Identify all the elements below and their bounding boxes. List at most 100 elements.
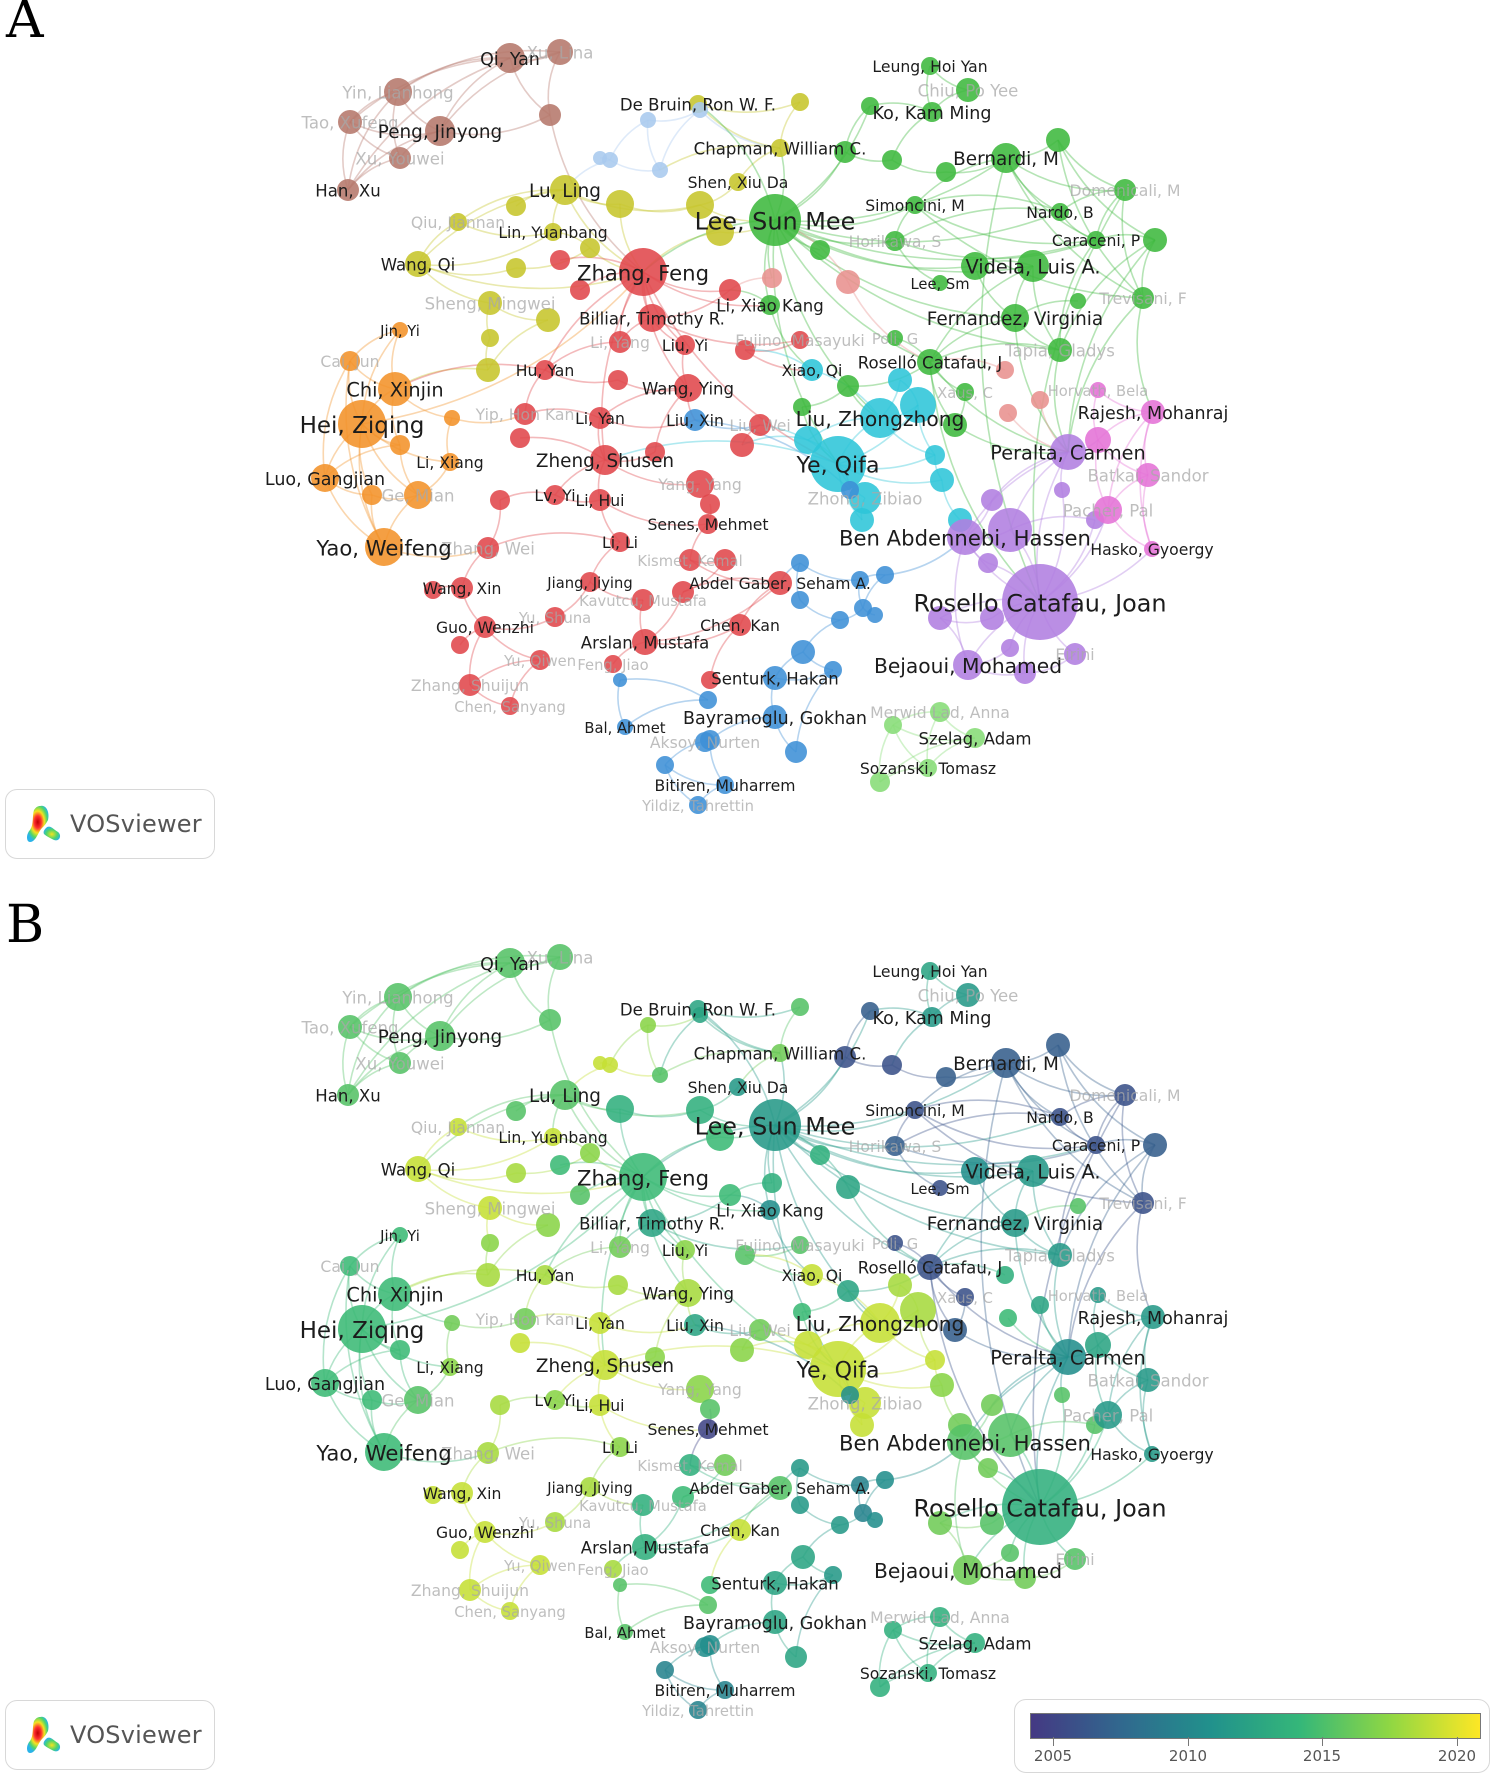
author-label[interactable]: Yip, Hon Kan xyxy=(475,1310,575,1329)
author-label[interactable]: Xaus, C xyxy=(937,385,993,402)
author-label[interactable]: Caraceni, P xyxy=(1052,231,1140,250)
author-node-cyan-6[interactable] xyxy=(794,426,822,454)
author-node-red-4[interactable] xyxy=(735,1245,755,1265)
author-node-jin-yi[interactable] xyxy=(392,1227,408,1243)
author-label[interactable]: Tapia, Gladys xyxy=(1004,1246,1115,1265)
author-node-xiao-qi[interactable] xyxy=(801,359,823,381)
author-label[interactable]: Simoncini, M xyxy=(865,1101,965,1120)
author-node-pink-4[interactable] xyxy=(999,404,1017,422)
author-node-cyan-2[interactable] xyxy=(900,387,936,423)
author-label[interactable]: Kismet, Kemal xyxy=(637,1458,742,1475)
author-node-yu-shuna[interactable] xyxy=(545,607,565,627)
author-node-grn-9[interactable] xyxy=(1070,293,1086,309)
author-node-mag-1[interactable] xyxy=(1085,1332,1111,1358)
author-node-merwid[interactable] xyxy=(930,702,950,722)
author-node-simoncini[interactable] xyxy=(906,1101,924,1119)
author-node-cyan-1[interactable] xyxy=(888,368,912,392)
author-label[interactable]: Chiu, Po Yee xyxy=(918,986,1019,1005)
author-node-peralta[interactable] xyxy=(1050,434,1086,470)
author-node-ko-kam-ming[interactable] xyxy=(922,102,942,122)
author-node-eirini[interactable] xyxy=(1064,1548,1086,1570)
author-label[interactable]: Pacher, Pal xyxy=(1063,1406,1153,1425)
author-node-red-4[interactable] xyxy=(735,340,755,360)
author-node-yu-shuna[interactable] xyxy=(545,1512,565,1532)
author-node-yin-lianhong[interactable] xyxy=(384,78,412,106)
author-node-blu-10[interactable] xyxy=(699,1596,717,1614)
author-label[interactable]: Liu, Zhongzhong xyxy=(796,407,965,431)
author-node-xu-lina[interactable] xyxy=(547,944,573,970)
author-node-rosello-j[interactable] xyxy=(917,1254,943,1280)
author-node-cai-jun[interactable] xyxy=(340,351,360,371)
author-label[interactable]: Zheng, Shusen xyxy=(536,1356,674,1377)
author-label[interactable]: Lee, Sun Mee xyxy=(695,207,856,235)
author-node-blu-10[interactable] xyxy=(699,691,717,709)
author-label[interactable]: Xiao, Qi xyxy=(782,361,843,380)
author-node-grn-2[interactable] xyxy=(834,141,856,163)
author-node-feng-jiao[interactable] xyxy=(604,1560,622,1578)
author-label[interactable]: Horikawa, S xyxy=(849,232,942,251)
author-node-bal-ahmet[interactable] xyxy=(617,1624,633,1640)
author-node-purp-1[interactable] xyxy=(981,489,1003,511)
author-node-hei-ziqing[interactable] xyxy=(338,400,386,448)
author-node-yin-lianhong[interactable] xyxy=(384,983,412,1011)
author-node-shen-xiuda[interactable] xyxy=(729,1078,747,1096)
author-node-red-8[interactable] xyxy=(490,1395,510,1415)
author-node-yel-b[interactable] xyxy=(686,1096,714,1124)
author-label[interactable]: Poli, G xyxy=(872,1236,918,1253)
author-node-videla[interactable] xyxy=(1017,250,1049,282)
author-node-grn-11[interactable] xyxy=(943,413,967,437)
author-node-xu-lb[interactable] xyxy=(593,1056,607,1070)
author-node-cyan-3[interactable] xyxy=(925,1350,945,1370)
author-node-red-7[interactable] xyxy=(730,433,754,457)
author-node-wang-qi[interactable] xyxy=(405,251,431,277)
author-label[interactable]: Tapia, Gladys xyxy=(1004,341,1115,360)
author-node-pink-2[interactable] xyxy=(836,270,860,294)
author-node-hasko[interactable] xyxy=(1144,541,1160,557)
author-node-blu-3[interactable] xyxy=(876,566,894,584)
author-node-zhang-feng[interactable] xyxy=(619,1153,667,1201)
author-node-zheng-shusen[interactable] xyxy=(590,445,620,475)
author-node-shen-xiuda[interactable] xyxy=(729,173,747,191)
author-label[interactable]: Roselló Catafau, J xyxy=(858,1258,1002,1277)
author-node-purp-9[interactable] xyxy=(1001,1544,1019,1562)
author-label[interactable]: Guo, Wenzhi xyxy=(436,618,534,637)
author-node-red-9[interactable] xyxy=(424,581,442,599)
author-node-xu-lina[interactable] xyxy=(547,39,573,65)
author-node-chen-kan[interactable] xyxy=(729,614,751,636)
author-label[interactable]: Yu, Qiwen xyxy=(503,653,576,670)
author-label[interactable]: Ge, Mian xyxy=(381,1391,454,1410)
author-label[interactable]: Lin, Yuanbang xyxy=(498,1128,607,1147)
author-label[interactable]: Xu, Youwei xyxy=(355,149,444,168)
author-node-li-yan[interactable] xyxy=(589,1312,611,1334)
author-label[interactable]: Liu, Wei xyxy=(729,416,790,435)
author-node-grn-1[interactable] xyxy=(861,1002,879,1020)
author-node-lgr-2[interactable] xyxy=(870,772,890,792)
author-label[interactable]: Liu, Xin xyxy=(666,411,724,430)
author-node-pink-5[interactable] xyxy=(996,1266,1014,1284)
author-label[interactable]: Bernardi, M xyxy=(953,1054,1059,1075)
author-label[interactable]: Simoncini, M xyxy=(865,196,965,215)
author-node-lgr-1[interactable] xyxy=(884,716,902,734)
author-label[interactable]: Nardo, B xyxy=(1026,203,1094,222)
author-node-blu-14[interactable] xyxy=(656,1661,674,1679)
author-node-poli-g[interactable] xyxy=(887,1235,903,1251)
author-label[interactable]: Chiu, Po Yee xyxy=(918,81,1019,100)
author-label[interactable]: Eirini xyxy=(1055,1550,1094,1569)
author-node-kismet[interactable] xyxy=(679,549,701,571)
author-label[interactable]: Li, Yan xyxy=(575,1314,625,1333)
author-node-guo-wenzhi[interactable] xyxy=(474,616,496,638)
author-node-videla[interactable] xyxy=(1017,1155,1049,1187)
author-node-orng-3[interactable] xyxy=(362,485,382,505)
author-label[interactable]: Arslan, Mustafa xyxy=(581,633,709,652)
author-node-grn-4[interactable] xyxy=(936,162,956,182)
author-node-grn-8[interactable] xyxy=(961,252,989,280)
author-node-lb2[interactable] xyxy=(692,1007,708,1023)
author-node-billiar[interactable] xyxy=(638,304,666,332)
author-label[interactable]: Zhang, Feng xyxy=(577,1165,709,1190)
author-label[interactable]: Abdel Gaber, Seham A. xyxy=(689,574,871,593)
author-node-yu-qiwen[interactable] xyxy=(530,1555,550,1575)
author-node-grn-12[interactable] xyxy=(793,1303,811,1321)
author-node-yel-f[interactable] xyxy=(506,1163,526,1183)
author-node-blu-4[interactable] xyxy=(851,571,869,589)
